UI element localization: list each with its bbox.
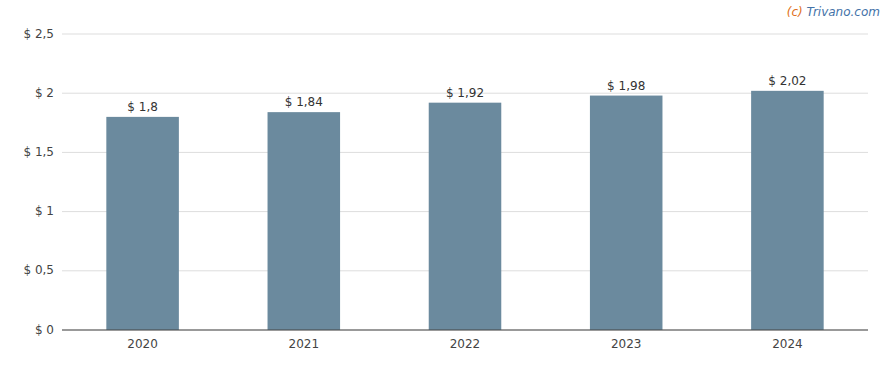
y-tick-label: $ 1	[35, 204, 54, 218]
x-tick-label: 2023	[611, 337, 642, 351]
y-tick-label: $ 2,5	[23, 27, 54, 41]
data-label: $ 1,84	[285, 95, 323, 109]
x-tick-label: 2022	[450, 337, 481, 351]
watermark: (c) Trivano.com	[787, 5, 880, 19]
y-tick-label: $ 0,5	[23, 263, 54, 277]
bar	[590, 96, 663, 330]
data-labels: $ 1,8 $ 1,84 $ 1,92 $ 1,98 $ 2,02	[127, 74, 806, 114]
x-tick-label: 2024	[772, 337, 803, 351]
x-axis: 2020 2021 2022 2023 2024	[127, 337, 802, 351]
data-label: $ 1,92	[446, 86, 484, 100]
data-label: $ 2,02	[768, 74, 806, 88]
y-tick-label: $ 2	[35, 86, 54, 100]
x-axis-line	[62, 330, 868, 331]
y-tick-labels: $ 0 $ 0,5 $ 1 $ 1,5 $ 2 $ 2,5	[23, 27, 54, 337]
chart-container: $ 0 $ 0,5 $ 1 $ 1,5 $ 2 $ 2,5 2020 2021 2022 2023…	[0, 0, 888, 370]
bar	[268, 112, 341, 330]
bars	[106, 91, 823, 330]
data-label: $ 1,8	[127, 100, 158, 114]
data-label: $ 1,98	[607, 79, 645, 93]
bar	[429, 103, 502, 330]
grid-line	[62, 34, 868, 35]
x-tick-label: 2021	[289, 337, 320, 351]
annotation: Trivano.com	[803, 5, 880, 19]
y-tick-label: $ 1,5	[23, 145, 54, 159]
chart: $ 0 $ 0,5 $ 1 $ 1,5 $ 2 $ 2,5 2020 2021 2022 2023…	[0, 0, 888, 370]
y-tick-label: $ 0	[35, 323, 54, 337]
y-grid	[62, 34, 868, 330]
bar	[106, 117, 179, 330]
bar	[751, 91, 824, 330]
annotation: (c)	[787, 5, 803, 19]
x-tick-label: 2020	[127, 337, 158, 351]
grid-line	[62, 330, 868, 331]
